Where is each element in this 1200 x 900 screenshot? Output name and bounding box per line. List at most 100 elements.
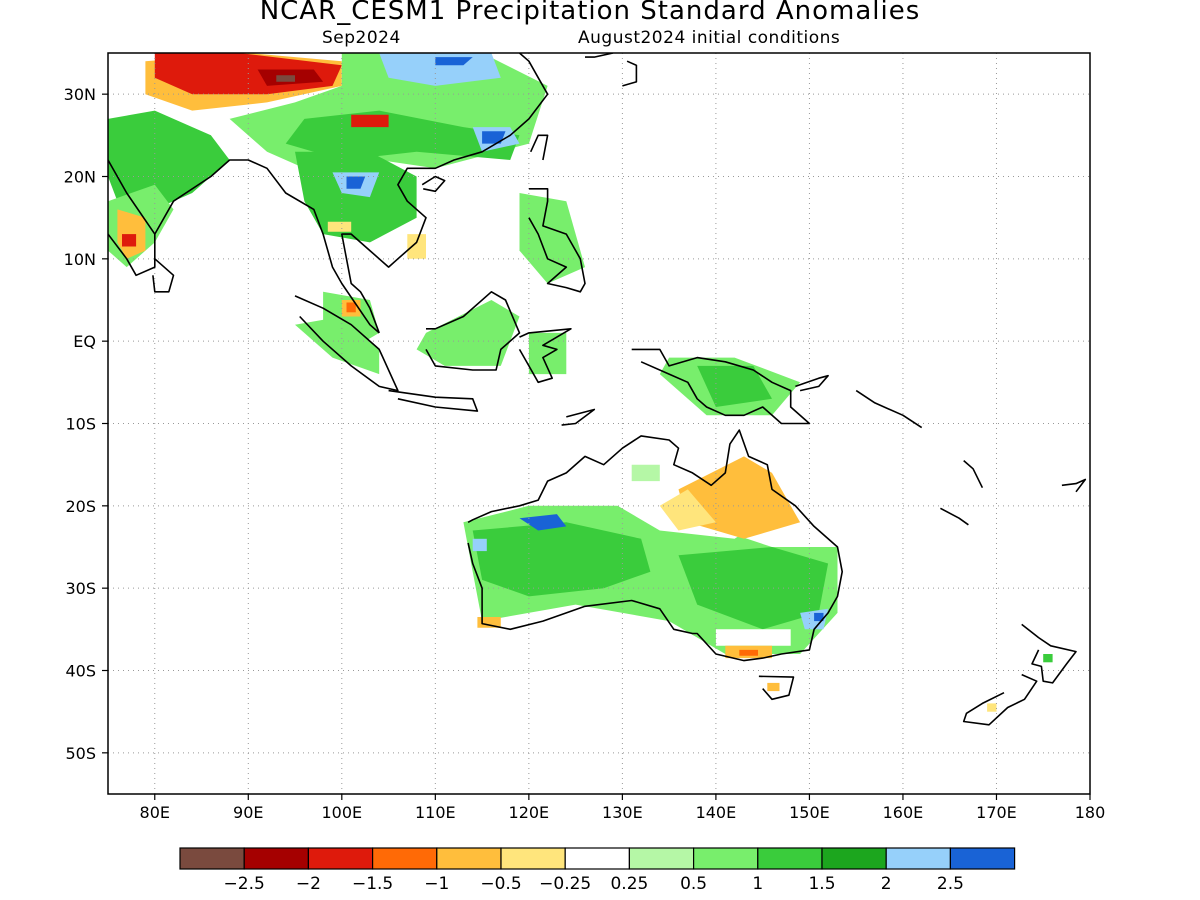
coastline-philippines bbox=[528, 188, 586, 293]
anomaly-region-indochina-dblue bbox=[346, 176, 366, 189]
coastline-new-guinea bbox=[631, 348, 811, 425]
coastline-fiji bbox=[1061, 478, 1087, 493]
coastline-malaya-east bbox=[340, 53, 549, 334]
colorbar-swatch bbox=[243, 847, 309, 870]
lat-tick-label: 20N bbox=[64, 168, 96, 187]
anomaly-region-aus-south-red bbox=[739, 649, 758, 656]
anomaly-region-nz-yellow bbox=[987, 703, 997, 712]
anomaly-region-philippines-green bbox=[519, 193, 585, 284]
lat-tick-label: 10N bbox=[64, 250, 96, 269]
coastline-solomons bbox=[855, 389, 923, 429]
anomaly-region-aus-south-white bbox=[715, 629, 791, 646]
colorbar-label: −2.5 bbox=[224, 874, 265, 894]
anomaly-region-vietnam-yellow bbox=[407, 234, 426, 259]
colorbar-label: −0.5 bbox=[480, 874, 521, 894]
coastline-tasmania bbox=[758, 675, 795, 701]
colorbar-swatch bbox=[307, 847, 374, 870]
anomaly-region-china-dark bbox=[285, 110, 520, 160]
axis-ticks: 80E 90E 100E 110E 120E 130E 140E 150E 160E 170E 18… bbox=[64, 85, 1106, 822]
colorbar-label: −1 bbox=[424, 874, 449, 894]
coastline-sulawesi bbox=[518, 327, 572, 384]
anomaly-region-thai-yellow bbox=[327, 221, 352, 232]
lat-tick-label: 50S bbox=[65, 744, 96, 763]
coastlines bbox=[108, 53, 1087, 726]
colorbar-swatch bbox=[564, 847, 631, 870]
anomaly-region-china-se-dblue bbox=[482, 131, 506, 144]
colorbar-swatch bbox=[757, 847, 823, 870]
anomaly-region-india-red bbox=[122, 234, 137, 247]
colorbar: −2.5 −2 −1.5 −1 −0.5 −0.25 0.25 0.5 1 1.5 2 2.5 bbox=[179, 847, 1016, 894]
chart-title: NCAR_CESM1 Precipitation Standard Anomal… bbox=[259, 0, 921, 26]
colorbar-label: −0.25 bbox=[539, 874, 591, 894]
coastline-australia bbox=[467, 429, 844, 662]
graticule bbox=[108, 53, 1090, 794]
lon-tick-label: 150E bbox=[789, 803, 830, 822]
anomaly-region-tibet-brown bbox=[276, 75, 295, 82]
lon-tick-label: 140E bbox=[696, 803, 737, 822]
coastline-new-britain bbox=[795, 374, 829, 392]
lon-tick-label: 120E bbox=[509, 803, 550, 822]
anomaly-region-sulawesi-green bbox=[528, 332, 567, 375]
colorbar-label: 0.25 bbox=[610, 874, 648, 894]
anomaly-region-aus-dark-green-west bbox=[472, 522, 651, 597]
colorbar-label: 2 bbox=[881, 874, 892, 894]
lon-tick-label: 130E bbox=[602, 803, 643, 822]
colorbar-label: 0.5 bbox=[680, 874, 707, 894]
colorbar-swatch bbox=[692, 847, 759, 870]
colorbar-swatch bbox=[436, 847, 502, 870]
lat-tick-label: 10S bbox=[65, 415, 96, 434]
coastline-new-caledonia bbox=[940, 507, 969, 526]
coastline-vanuatu bbox=[963, 459, 984, 489]
anomaly-region-aus-w-blue bbox=[472, 538, 487, 552]
forecast-month: Sep2024 bbox=[322, 28, 401, 48]
lon-tick-label: 170E bbox=[976, 803, 1017, 822]
anomaly-region-newguinea-dark bbox=[697, 365, 772, 407]
coastline-java bbox=[388, 389, 479, 412]
coastline-borneo bbox=[425, 290, 521, 371]
lon-tick-label: 80E bbox=[140, 803, 170, 822]
colorbar-swatch bbox=[885, 847, 952, 870]
lon-tick-label: 180 bbox=[1075, 803, 1106, 822]
coastline-nz-south bbox=[962, 673, 1038, 726]
coastline-india-east bbox=[154, 159, 380, 334]
colorbar-swatch bbox=[821, 847, 887, 870]
anomaly-fill-layer bbox=[108, 53, 1053, 712]
coastline-hainan bbox=[421, 175, 446, 193]
colorbar-label: 1.5 bbox=[808, 874, 835, 894]
coastline-sumatra bbox=[294, 295, 399, 392]
initial-conditions: August2024 initial conditions bbox=[578, 28, 841, 48]
lon-tick-label: 110E bbox=[415, 803, 456, 822]
colorbar-swatch bbox=[500, 847, 566, 870]
colorbar-swatch bbox=[949, 847, 1016, 870]
coastline-japan bbox=[622, 60, 638, 87]
anomaly-region-aus-se-dblue bbox=[814, 612, 824, 622]
colorbar-swatch bbox=[628, 847, 695, 870]
anomaly-region-aus-blue bbox=[519, 514, 567, 531]
colorbar-swatch bbox=[372, 847, 438, 870]
anomaly-region-aus-ne-yellow bbox=[659, 489, 716, 531]
anomaly-region-aus-sw-orange bbox=[477, 617, 501, 628]
anomaly-region-china-blue bbox=[435, 57, 473, 66]
anomaly-region-malaya-red bbox=[346, 302, 356, 313]
lat-tick-label: 30S bbox=[65, 579, 96, 598]
anomaly-region-china-north-blue bbox=[379, 53, 501, 86]
colorbar-label: 1 bbox=[752, 874, 763, 894]
coastline-sri-lanka bbox=[152, 258, 175, 293]
anomaly-region-seasia-green bbox=[295, 151, 417, 243]
coastline-nz-north bbox=[1021, 623, 1077, 684]
colorbar-label: −2 bbox=[296, 874, 321, 894]
coastline-korea bbox=[585, 53, 614, 58]
lon-tick-label: 90E bbox=[233, 803, 263, 822]
anomaly-region-nz-green bbox=[1043, 654, 1053, 663]
anomaly-region-sichuan-red bbox=[351, 114, 389, 128]
lon-tick-label: 160E bbox=[883, 803, 924, 822]
lat-tick-label: 30N bbox=[64, 85, 96, 104]
lat-tick-label: 40S bbox=[65, 662, 96, 681]
colorbar-label: −1.5 bbox=[352, 874, 393, 894]
anomaly-region-borneo-green bbox=[416, 300, 520, 366]
coastline-asia-coast bbox=[108, 159, 156, 277]
coastline-taiwan bbox=[529, 134, 549, 161]
lat-tick-label: 20S bbox=[65, 497, 96, 516]
anomaly-region-tasmania-orange bbox=[767, 682, 780, 692]
